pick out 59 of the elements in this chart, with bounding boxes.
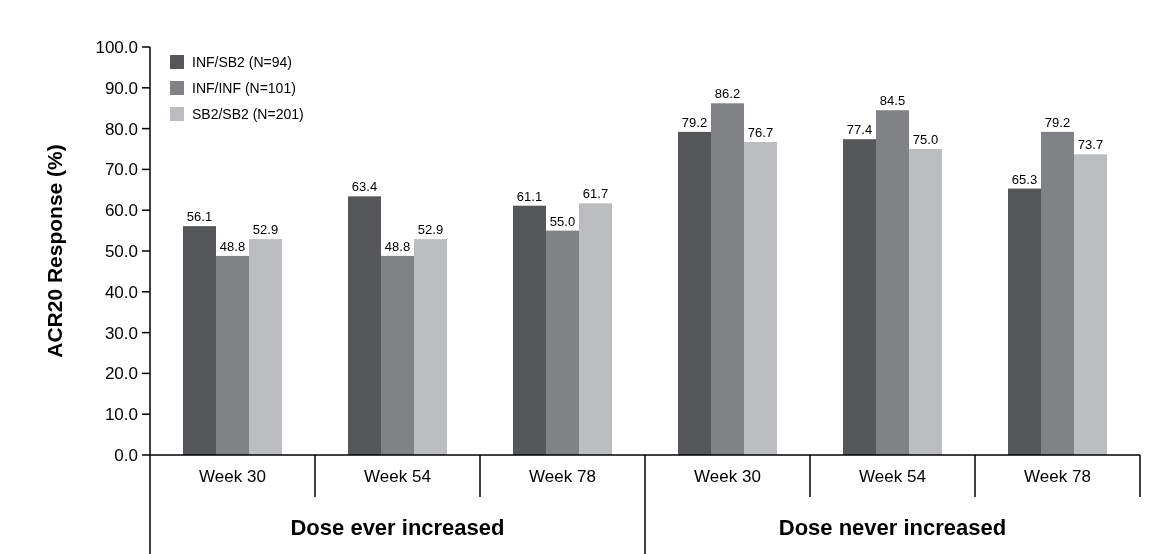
bar (414, 239, 447, 455)
y-tick-label: 10.0 (104, 405, 138, 425)
data-label: 61.7 (582, 186, 609, 202)
legend-label: INF/INF (N=101) (192, 79, 296, 96)
legend-label: SB2/SB2 (N=201) (192, 105, 304, 122)
bar (348, 196, 381, 455)
x-tick-label: Week 54 (859, 467, 926, 486)
bar (579, 203, 612, 455)
data-label: 76.7 (747, 125, 774, 141)
bar (1008, 188, 1041, 455)
data-label: 56.1 (186, 209, 213, 225)
data-label: 79.2 (681, 114, 708, 130)
y-tick-label: 0.0 (114, 445, 138, 465)
bar (216, 255, 249, 455)
bar (513, 205, 546, 455)
bar (843, 139, 876, 455)
bar (909, 149, 942, 455)
text: Dose never increased (778, 515, 1007, 540)
data-label: 52.9 (252, 222, 279, 238)
bar (249, 239, 282, 455)
y-tick-label: 60.0 (104, 201, 138, 221)
bar (711, 103, 744, 455)
y-tick-label: 100.0 (95, 37, 138, 57)
bar (744, 142, 777, 455)
data-label: 79.2 (1044, 114, 1071, 130)
y-tick-label: 40.0 (104, 282, 138, 302)
y-tick-label: 70.0 (104, 160, 138, 180)
bar (678, 131, 711, 455)
data-label: 73.7 (1077, 137, 1104, 153)
y-tick-label: 30.0 (104, 323, 138, 343)
y-tick-label: 20.0 (104, 364, 138, 384)
data-label: 65.3 (1011, 171, 1038, 187)
data-label: 48.8 (384, 238, 411, 254)
y-tick-label: 80.0 (104, 119, 138, 139)
y-tick-label: 50.0 (104, 241, 138, 261)
text: Dose ever increased (290, 515, 505, 540)
data-label: 63.4 (351, 179, 378, 195)
y-axis-title: ACR20 Response (%) (43, 144, 66, 358)
legend-label: INF/SB2 (N=94) (192, 53, 292, 70)
data-label: 52.9 (417, 222, 444, 238)
data-label: 75.0 (912, 132, 939, 147)
bar (1041, 131, 1074, 455)
x-tick-label: Week 78 (529, 467, 596, 486)
data-label: 86.2 (714, 86, 741, 102)
bar (183, 226, 216, 455)
x-tick-label: Week 78 (1024, 467, 1091, 486)
x-tick-label: Week 54 (364, 467, 431, 486)
data-label: 48.8 (219, 238, 246, 254)
bar (381, 255, 414, 455)
data-label: 84.5 (879, 93, 906, 109)
bar (876, 110, 909, 455)
x-tick-label: Week 30 (694, 467, 761, 486)
bar (1074, 154, 1107, 455)
bar (546, 230, 579, 455)
data-label: 77.4 (846, 122, 873, 138)
x-tick-label: Week 30 (199, 467, 266, 486)
data-label: 61.1 (516, 188, 543, 204)
data-label: 55.0 (549, 213, 576, 229)
y-tick-label: 90.0 (104, 78, 138, 98)
